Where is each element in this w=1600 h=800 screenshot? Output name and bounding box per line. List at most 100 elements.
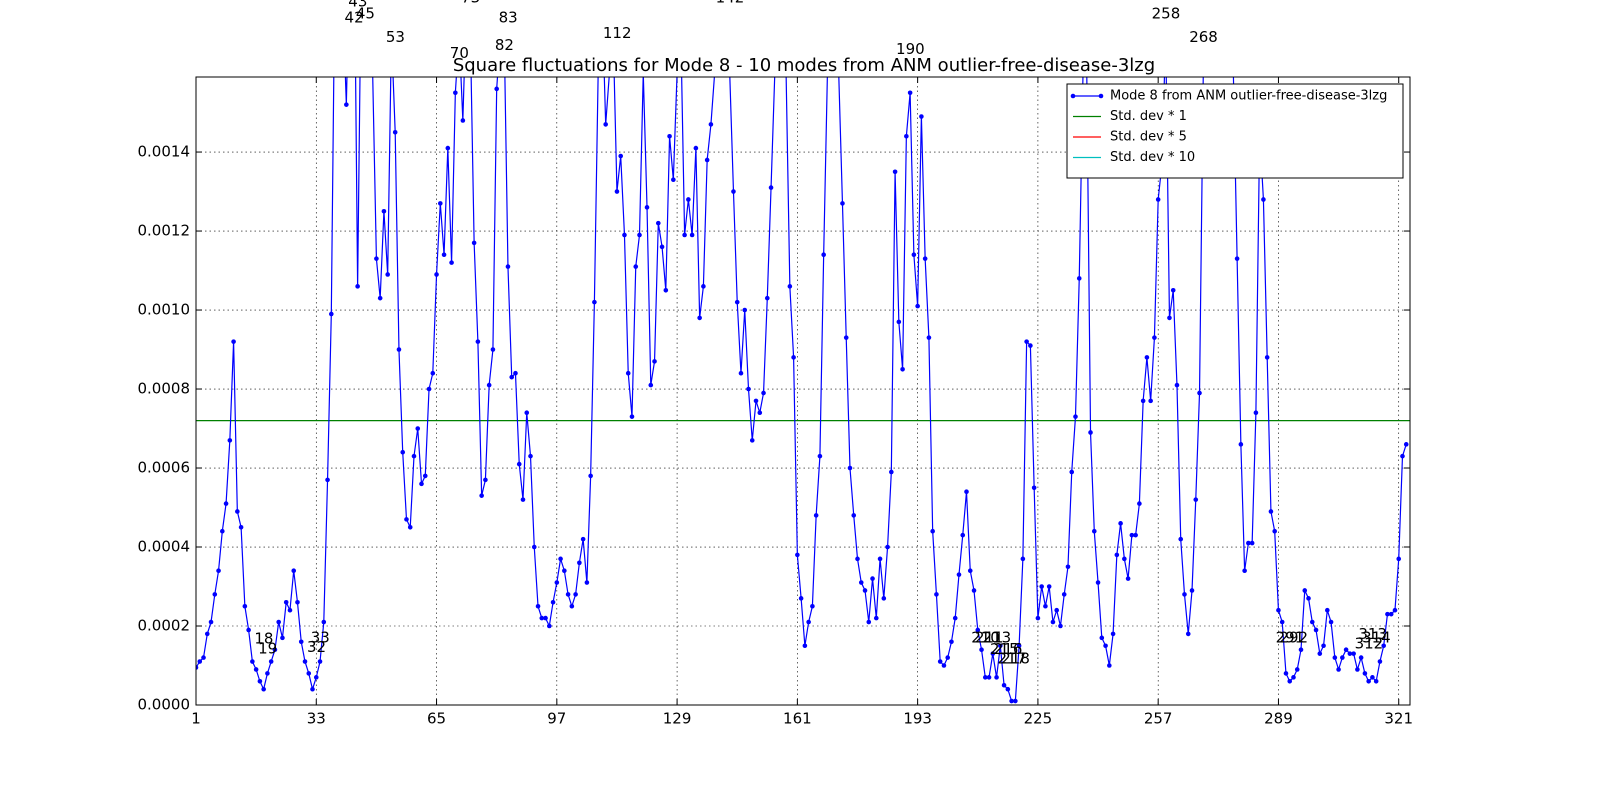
data-point	[298, 639, 304, 645]
data-point	[1107, 663, 1112, 668]
data-point	[1362, 671, 1368, 676]
data-point	[994, 675, 999, 680]
annotation: 190	[896, 40, 925, 58]
data-point	[449, 260, 454, 265]
x-tick-label: 97	[547, 710, 566, 728]
annotation: 70	[450, 44, 469, 62]
data-point	[306, 671, 312, 676]
annotation: 211	[975, 628, 1004, 646]
data-point	[1325, 607, 1330, 613]
data-point	[1197, 390, 1202, 396]
data-point	[250, 659, 255, 664]
data-point	[396, 347, 402, 352]
annotation: 82	[495, 36, 514, 54]
y-tick-label: 0.0004	[138, 538, 191, 556]
data-point	[1351, 651, 1356, 656]
data-point	[813, 513, 819, 518]
x-tick-label: 257	[1144, 710, 1173, 728]
data-point	[843, 335, 849, 340]
data-point	[817, 453, 823, 459]
annotation: 43	[348, 0, 367, 10]
data-point	[821, 252, 826, 258]
data-point	[1129, 532, 1135, 538]
data-point	[618, 153, 624, 159]
data-point	[1309, 619, 1315, 625]
data-point	[1148, 398, 1153, 404]
data-point	[1231, 71, 1236, 76]
annotation: 292	[1279, 628, 1308, 646]
data-point	[757, 410, 763, 416]
data-point	[795, 552, 800, 558]
data-point	[268, 659, 274, 664]
data-point	[1242, 568, 1247, 574]
data-point	[283, 600, 289, 605]
annotation: 73	[461, 0, 480, 7]
data-point	[1193, 497, 1199, 502]
data-point	[1137, 501, 1142, 506]
data-point	[1253, 410, 1259, 416]
data-point	[1152, 335, 1157, 340]
data-point	[1373, 679, 1379, 684]
data-point	[1099, 635, 1105, 641]
annotation: 142	[716, 0, 745, 7]
data-point	[982, 675, 988, 680]
data-point	[1355, 667, 1360, 672]
data-point	[885, 544, 890, 550]
y-tick-label: 0.0000	[138, 696, 191, 714]
data-point	[964, 489, 969, 495]
data-point	[806, 619, 811, 625]
data-point	[355, 284, 360, 289]
data-point	[1178, 536, 1184, 542]
data-point	[287, 607, 293, 613]
data-point	[945, 655, 951, 660]
data-point	[900, 366, 905, 372]
chart-title: Square fluctuations for Mode 8 - 10 mode…	[453, 55, 1155, 76]
data-point	[426, 386, 432, 392]
y-tick-label: 0.0014	[138, 143, 191, 161]
annotation: 291	[1276, 628, 1305, 646]
data-point	[892, 169, 898, 175]
annotation: 19	[258, 639, 277, 657]
data-point	[543, 615, 548, 621]
data-point	[494, 86, 499, 92]
data-point	[573, 592, 578, 597]
data-point	[445, 145, 451, 151]
data-point	[1234, 256, 1240, 261]
data-point	[614, 189, 620, 194]
annotation: 112	[603, 24, 632, 42]
data-point	[276, 619, 281, 625]
data-point	[1400, 453, 1405, 459]
data-point	[1385, 611, 1390, 617]
annotation: 268	[1189, 28, 1218, 46]
data-point	[749, 438, 755, 443]
data-point	[1381, 643, 1386, 649]
data-point	[524, 410, 530, 416]
data-point	[457, 31, 462, 36]
data-point	[238, 524, 244, 530]
data-point	[291, 568, 297, 574]
data-point	[1073, 414, 1078, 419]
data-point	[242, 603, 248, 609]
data-point	[975, 627, 981, 633]
annotation: 83	[499, 8, 518, 26]
data-point	[907, 90, 913, 96]
data-point	[1016, 643, 1022, 649]
data-point	[1024, 339, 1029, 344]
data-point	[392, 129, 398, 135]
data-point	[539, 615, 545, 621]
data-point	[1133, 532, 1138, 538]
data-point	[1088, 430, 1093, 435]
data-point	[896, 319, 902, 325]
data-point	[1122, 556, 1127, 562]
data-point	[941, 663, 947, 668]
data-point	[475, 339, 481, 344]
data-point	[1163, 31, 1168, 36]
data-point	[565, 592, 571, 597]
data-point	[1140, 398, 1146, 404]
data-point	[731, 189, 736, 194]
data-point	[1182, 592, 1187, 597]
data-point	[648, 382, 654, 388]
data-point	[1013, 698, 1018, 704]
data-point	[1039, 584, 1044, 589]
data-point	[663, 287, 669, 293]
